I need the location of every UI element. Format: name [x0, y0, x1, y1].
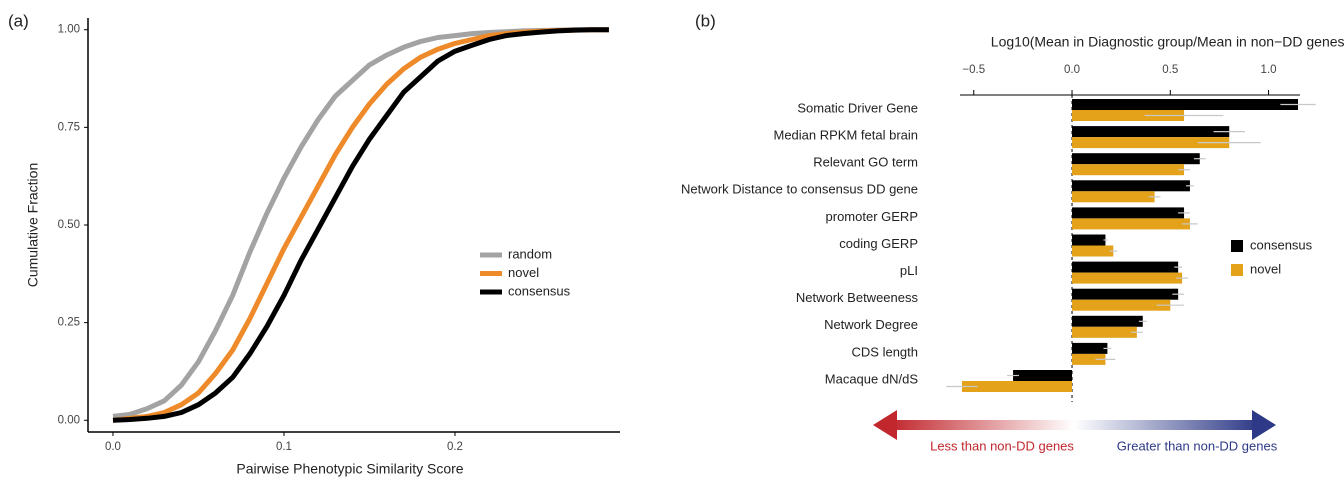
bar	[1072, 207, 1185, 219]
y-tick-label: 0.75	[58, 121, 80, 133]
category-label: CDS length	[852, 344, 918, 359]
annotation: Less than non-DD genes	[930, 438, 1074, 453]
legend-label: consensus	[508, 283, 571, 298]
category-label: Network Distance to consensus DD gene	[681, 182, 918, 197]
legend-label: random	[508, 246, 552, 261]
legend-swatch	[1231, 264, 1243, 276]
line	[112, 27, 609, 423]
direction-arrow	[873, 410, 1276, 440]
bar	[961, 381, 1073, 392]
x-axis-label: Pairwise Phenotypic Similarity Score	[236, 461, 463, 477]
bar	[1072, 299, 1171, 311]
category-label: Relevant GO term	[813, 155, 918, 170]
bar	[1072, 137, 1230, 149]
bar	[1072, 342, 1108, 354]
category-label: promoter GERP	[826, 209, 918, 224]
y-tick-label: 0.00	[58, 414, 80, 426]
x-axis-label: Log10(Mean in Diagnostic group/Mean in n…	[991, 34, 1344, 50]
bar	[1072, 164, 1185, 176]
category-label: Somatic Driver Gene	[797, 100, 918, 115]
category-label: coding GERP	[839, 236, 918, 251]
x-tick-label: 0.1	[276, 441, 292, 453]
x-tick-label: −0.5	[962, 64, 985, 76]
legend-swatch	[1231, 240, 1243, 252]
annotation: Greater than non-DD genes	[1117, 438, 1278, 453]
bar	[1072, 245, 1114, 257]
bar	[1013, 370, 1073, 381]
bar	[1072, 153, 1200, 165]
bar	[1072, 218, 1190, 230]
bar	[1072, 326, 1137, 338]
y-tick-label: 0.25	[58, 317, 80, 329]
y-axis-label: Cumulative Fraction	[25, 163, 41, 288]
line	[112, 27, 609, 423]
x-tick-label: 0.2	[447, 441, 463, 453]
panel-label: (b)	[695, 11, 716, 30]
y-tick-label: 1.00	[58, 24, 80, 36]
bar	[1072, 234, 1106, 246]
bar	[1072, 191, 1155, 203]
legend-label: novel	[1250, 261, 1281, 276]
category-label: Macaque dN/dS	[825, 371, 919, 386]
x-tick-label: 1.0	[1261, 64, 1277, 76]
category-label: Median RPKM fetal brain	[773, 128, 918, 143]
panel-label: (a)	[8, 11, 29, 30]
bar	[1072, 99, 1299, 110]
x-tick-label: 0.5	[1162, 64, 1178, 76]
bar	[1072, 261, 1179, 273]
category-label: pLI	[900, 263, 918, 278]
x-tick-label: 0.0	[1064, 64, 1080, 76]
category-label: Network Betweeness	[796, 290, 919, 305]
y-tick-label: 0.50	[58, 219, 80, 231]
bar	[1072, 315, 1143, 327]
legend-label: novel	[508, 265, 539, 280]
category-label: Network Degree	[824, 317, 918, 332]
bar	[1072, 110, 1185, 121]
x-tick-label: 0.0	[105, 441, 121, 453]
bar	[1072, 353, 1106, 365]
legend-label: consensus	[1250, 237, 1313, 252]
line	[112, 27, 609, 419]
bar	[1072, 288, 1179, 300]
bar	[1072, 126, 1230, 138]
bar	[1072, 272, 1183, 284]
bar	[1072, 180, 1190, 192]
